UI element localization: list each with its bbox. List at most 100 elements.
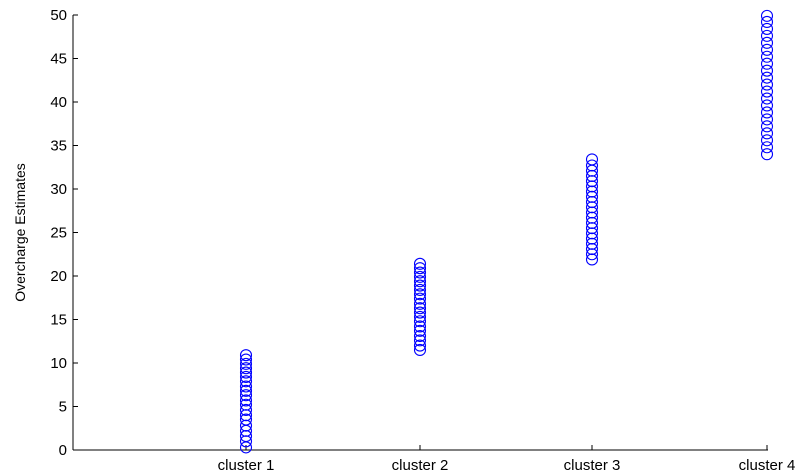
- scatter-point: [239, 413, 253, 426]
- scatter-point: [760, 85, 774, 98]
- scatter-point: [760, 78, 774, 91]
- scatter-point: [760, 64, 774, 77]
- scatter-point: [585, 159, 599, 172]
- scatter-point: [760, 141, 774, 154]
- x-ticks: cluster 1 cluster 2 cluster 3 cluster 4: [218, 445, 796, 474]
- x-tick-label: cluster 4: [739, 457, 796, 474]
- x-tick-label: cluster 2: [392, 457, 449, 474]
- scatter-point: [413, 343, 427, 357]
- scatter-point: [585, 242, 599, 256]
- scatter-point: [760, 120, 774, 133]
- scatter-point: [413, 283, 427, 296]
- scatter-point: [239, 435, 253, 448]
- y-tick-label: 35: [50, 138, 67, 155]
- scatter-point: [760, 36, 774, 49]
- scatter-point: [585, 237, 599, 250]
- x-tick-label: cluster 3: [564, 457, 621, 474]
- scatter-point: [585, 196, 599, 209]
- scatter-point: [585, 206, 599, 219]
- scatter-point: [239, 419, 253, 432]
- scatter-point: [239, 362, 253, 375]
- scatter-point: [239, 409, 253, 422]
- scatter-point: [760, 50, 774, 63]
- scatter-point: [760, 148, 774, 161]
- scatter-point: [585, 211, 599, 224]
- scatter-point: [239, 349, 253, 362]
- scatter-point: [413, 292, 427, 305]
- scatter-point: [239, 384, 253, 397]
- scatter-point: [585, 180, 599, 193]
- scatter-point: [585, 253, 599, 266]
- scatter-point: [239, 370, 253, 383]
- y-tick-label: 45: [50, 51, 67, 68]
- y-tick-label: 25: [50, 225, 67, 242]
- scatter-point: [239, 380, 253, 393]
- y-tick-label: 20: [50, 268, 67, 285]
- scatter-point: [585, 216, 599, 229]
- y-axis-label: Overcharge Estimates: [12, 163, 28, 302]
- y-tick-label: 30: [50, 181, 67, 198]
- scatter-point: [413, 320, 427, 333]
- scatter-point: [585, 232, 599, 245]
- scatter-point: [413, 306, 427, 319]
- x-tick-label: cluster 1: [218, 457, 275, 474]
- scatter-points: [239, 9, 774, 454]
- scatter-point: [413, 275, 427, 288]
- scatter-point: [760, 113, 774, 126]
- y-tick-label: 15: [50, 312, 67, 329]
- scatter-point: [760, 43, 774, 56]
- scatter-point: [239, 430, 253, 443]
- scatter-point: [413, 339, 427, 352]
- scatter-point: [413, 315, 427, 328]
- scatter-point: [585, 222, 599, 235]
- y-tick-label: 40: [50, 94, 67, 111]
- scatter-point: [585, 169, 599, 182]
- scatter-point: [413, 324, 427, 337]
- scatter-point: [760, 9, 774, 22]
- scatter-point: [413, 297, 427, 310]
- scatter-point: [760, 99, 774, 112]
- scatter-point: [585, 185, 599, 198]
- scatter-point: [413, 334, 427, 347]
- y-tick-label: 50: [50, 7, 67, 24]
- scatter-point: [413, 279, 427, 292]
- scatter-point: [239, 366, 253, 379]
- scatter-point: [413, 270, 427, 283]
- scatter-point: [760, 57, 774, 70]
- scatter-point: [585, 248, 599, 261]
- scatter-point: [760, 92, 774, 105]
- scatter-point: [239, 357, 253, 370]
- scatter-point: [760, 134, 774, 147]
- y-tick-label: 0: [59, 442, 67, 459]
- scatter-point: [585, 190, 599, 203]
- scatter-point: [585, 201, 599, 214]
- scatter-point: [413, 266, 427, 279]
- scatter-point: [413, 302, 427, 315]
- scatter-point: [760, 106, 774, 119]
- scatter-point: [413, 310, 427, 323]
- scatter-point: [239, 389, 253, 402]
- scatter-point: [760, 71, 774, 84]
- scatter-point: [239, 394, 253, 407]
- scatter-point: [413, 288, 427, 301]
- scatter-point: [239, 353, 253, 366]
- scatter-point: [239, 375, 253, 388]
- y-tick-label: 5: [59, 399, 67, 416]
- scatter-point: [760, 29, 774, 42]
- scatter-point: [239, 403, 253, 417]
- scatter-point: [239, 398, 253, 411]
- scatter-point: [413, 262, 427, 275]
- scatter-point: [585, 175, 599, 188]
- y-tick-label: 10: [50, 355, 67, 372]
- y-ticks: 0 5 10 15 20 25 30 35 40 45 50: [50, 7, 78, 459]
- scatter-point: [760, 15, 774, 29]
- scatter-point: [585, 153, 599, 166]
- scatter-point: [413, 329, 427, 343]
- axes: [72, 15, 768, 451]
- scatter-point: [413, 257, 427, 270]
- scatter-point: [760, 127, 774, 140]
- scatter-point: [585, 227, 599, 240]
- scatter-point: [760, 22, 774, 35]
